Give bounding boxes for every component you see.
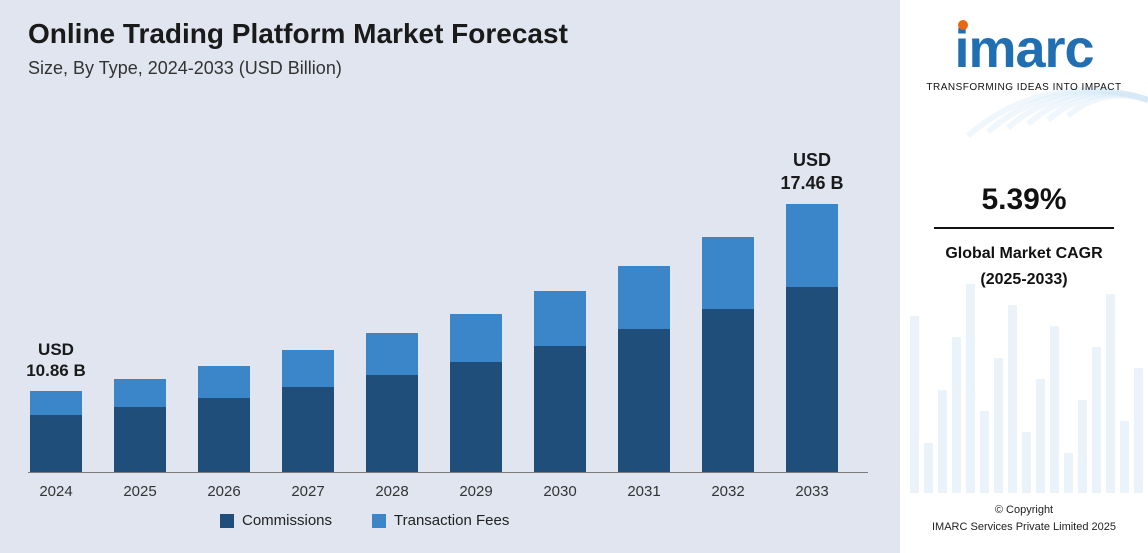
callout-line: USD bbox=[793, 150, 831, 170]
side-panel: imarc TRANSFORMING IDEAS INTO IMPACT 5.3… bbox=[900, 0, 1148, 553]
bar-segment-commissions bbox=[282, 387, 334, 472]
legend-swatch bbox=[220, 514, 234, 528]
x-tick-label: 2030 bbox=[524, 483, 596, 500]
cagr-block: 5.39% Global Market CAGR (2025-2033) bbox=[934, 183, 1114, 292]
copyright-line1: © Copyright bbox=[995, 504, 1053, 516]
x-tick-label: 2026 bbox=[188, 483, 260, 500]
bar-segment-transaction-fees bbox=[198, 366, 250, 398]
bar-segment-commissions bbox=[30, 415, 82, 472]
legend-item: Transaction Fees bbox=[372, 512, 509, 529]
callout-line: 10.86 B bbox=[26, 361, 86, 380]
chart-legend: Commissions Transaction Fees bbox=[220, 512, 509, 529]
bar-segment-transaction-fees bbox=[366, 333, 418, 375]
cagr-label: Global Market CAGR (2025-2033) bbox=[934, 241, 1114, 292]
x-tick-label: 2031 bbox=[608, 483, 680, 500]
bar-segment-transaction-fees bbox=[534, 291, 586, 346]
cagr-label-line1: Global Market CAGR bbox=[945, 245, 1102, 262]
bar-2025 bbox=[114, 379, 166, 472]
chart-panel: Online Trading Platform Market Forecast … bbox=[0, 0, 900, 553]
x-tick-label: 2032 bbox=[692, 483, 764, 500]
bar-segment-commissions bbox=[786, 287, 838, 472]
cagr-label-line2: (2025-2033) bbox=[980, 271, 1067, 288]
bar-segment-commissions bbox=[366, 375, 418, 472]
bar-segment-transaction-fees bbox=[702, 237, 754, 309]
copyright-line2: IMARC Services Private Limited 2025 bbox=[932, 521, 1116, 533]
bar-2024 bbox=[30, 391, 82, 472]
x-tick-label: 2028 bbox=[356, 483, 428, 500]
x-tick-label: 2029 bbox=[440, 483, 512, 500]
bar-segment-commissions bbox=[114, 407, 166, 472]
bar-segment-commissions bbox=[702, 309, 754, 472]
bar-2027 bbox=[282, 350, 334, 472]
chart-title: Online Trading Platform Market Forecast bbox=[28, 18, 900, 50]
bar-segment-transaction-fees bbox=[30, 391, 82, 415]
logo: imarc TRANSFORMING IDEAS INTO IMPACT bbox=[926, 22, 1121, 93]
value-callout: USD 17.46 B bbox=[774, 149, 850, 194]
bar-2028 bbox=[366, 333, 418, 472]
cagr-divider bbox=[934, 227, 1114, 229]
x-tick-label: 2033 bbox=[776, 483, 848, 500]
copyright: © Copyright IMARC Services Private Limit… bbox=[900, 502, 1148, 535]
legend-label: Transaction Fees bbox=[394, 512, 509, 529]
legend-swatch bbox=[372, 514, 386, 528]
x-tick-label: 2027 bbox=[272, 483, 344, 500]
bar-2029 bbox=[450, 314, 502, 472]
bar-segment-transaction-fees bbox=[114, 379, 166, 407]
bar-2030 bbox=[534, 291, 586, 472]
bar-2033 bbox=[786, 204, 838, 472]
bar-segment-commissions bbox=[198, 398, 250, 472]
legend-item: Commissions bbox=[220, 512, 332, 529]
callout-line: USD bbox=[38, 340, 74, 359]
chart-subtitle: Size, By Type, 2024-2033 (USD Billion) bbox=[28, 58, 900, 79]
logo-wordmark: imarc bbox=[954, 22, 1093, 76]
cagr-value: 5.39% bbox=[934, 183, 1114, 217]
x-tick-label: 2024 bbox=[20, 483, 92, 500]
bar-segment-transaction-fees bbox=[786, 204, 838, 287]
logo-tagline: TRANSFORMING IDEAS INTO IMPACT bbox=[926, 82, 1121, 93]
bar-segment-commissions bbox=[618, 329, 670, 472]
legend-label: Commissions bbox=[242, 512, 332, 529]
value-callout: USD 10.86 B bbox=[18, 339, 94, 382]
callout-line: 17.46 B bbox=[780, 173, 843, 193]
bar-segment-transaction-fees bbox=[450, 314, 502, 362]
bar-segment-transaction-fees bbox=[618, 266, 670, 329]
bar-2026 bbox=[198, 366, 250, 472]
bar-segment-commissions bbox=[534, 346, 586, 472]
bar-segment-transaction-fees bbox=[282, 350, 334, 387]
bar-2032 bbox=[702, 237, 754, 472]
plot-area: 2024202520262027202820292030203120322033… bbox=[28, 113, 868, 473]
bar-segment-commissions bbox=[450, 362, 502, 472]
x-tick-label: 2025 bbox=[104, 483, 176, 500]
logo-text: imarc bbox=[954, 19, 1093, 79]
bar-2031 bbox=[618, 266, 670, 472]
root: Online Trading Platform Market Forecast … bbox=[0, 0, 1148, 553]
